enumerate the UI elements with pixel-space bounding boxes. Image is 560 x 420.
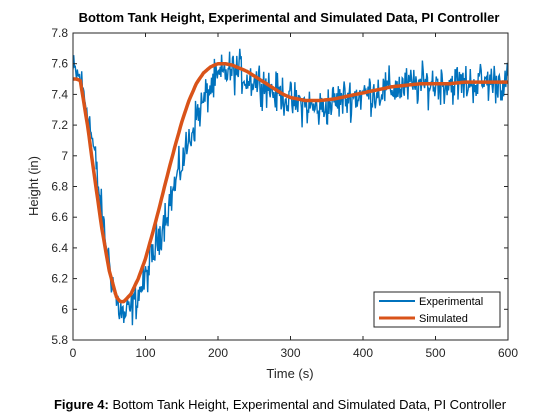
x-axis-label: Time (s) [266, 366, 313, 381]
y-tick-label: 7.4 [51, 87, 68, 101]
axis-ticks: 0 100 200 300 400 500 600 5.8 6 6.2 6.4 6.6 6.8 7 7.2 7… [51, 26, 518, 360]
legend-box [373, 291, 501, 328]
x-tick-label: 500 [425, 346, 445, 360]
y-tick-label: 6.4 [51, 241, 68, 255]
x-tick-label: 300 [280, 346, 300, 360]
figure-caption: Figure 4: Bottom Tank Height, Experiment… [0, 397, 560, 412]
legend-simulated-label: Simulated [419, 313, 468, 325]
y-tick-label: 6.8 [51, 180, 68, 194]
series-experimental-line [73, 48, 508, 326]
y-tick-label: 6.2 [51, 272, 68, 286]
x-tick-label: 100 [135, 346, 155, 360]
chart: Bottom Tank Height, Experimental and Sim… [26, 10, 518, 381]
legend: Experimental Simulated [373, 291, 501, 328]
y-tick-label: 6.6 [51, 210, 68, 224]
chart-title: Bottom Tank Height, Experimental and Sim… [79, 10, 500, 25]
y-tick-label: 7.8 [51, 26, 68, 40]
y-tick-label: 5.8 [51, 333, 68, 347]
x-tick-label: 200 [208, 346, 228, 360]
figure-caption-text: Bottom Tank Height, Experimental and Sim… [108, 397, 507, 412]
series-simulated-line [73, 61, 508, 304]
y-tick-label: 7 [61, 149, 68, 163]
y-axis-label: Height (in) [26, 156, 41, 216]
x-tick-label: 400 [353, 346, 373, 360]
x-tick-label: 0 [70, 346, 77, 360]
figure-caption-label: Figure 4: [53, 397, 109, 412]
x-tick-label: 600 [498, 346, 518, 360]
y-tick-label: 7.2 [51, 118, 68, 132]
y-tick-label: 7.6 [51, 57, 68, 71]
y-tick-label: 6 [61, 302, 68, 316]
legend-experimental-label: Experimental [419, 296, 483, 308]
